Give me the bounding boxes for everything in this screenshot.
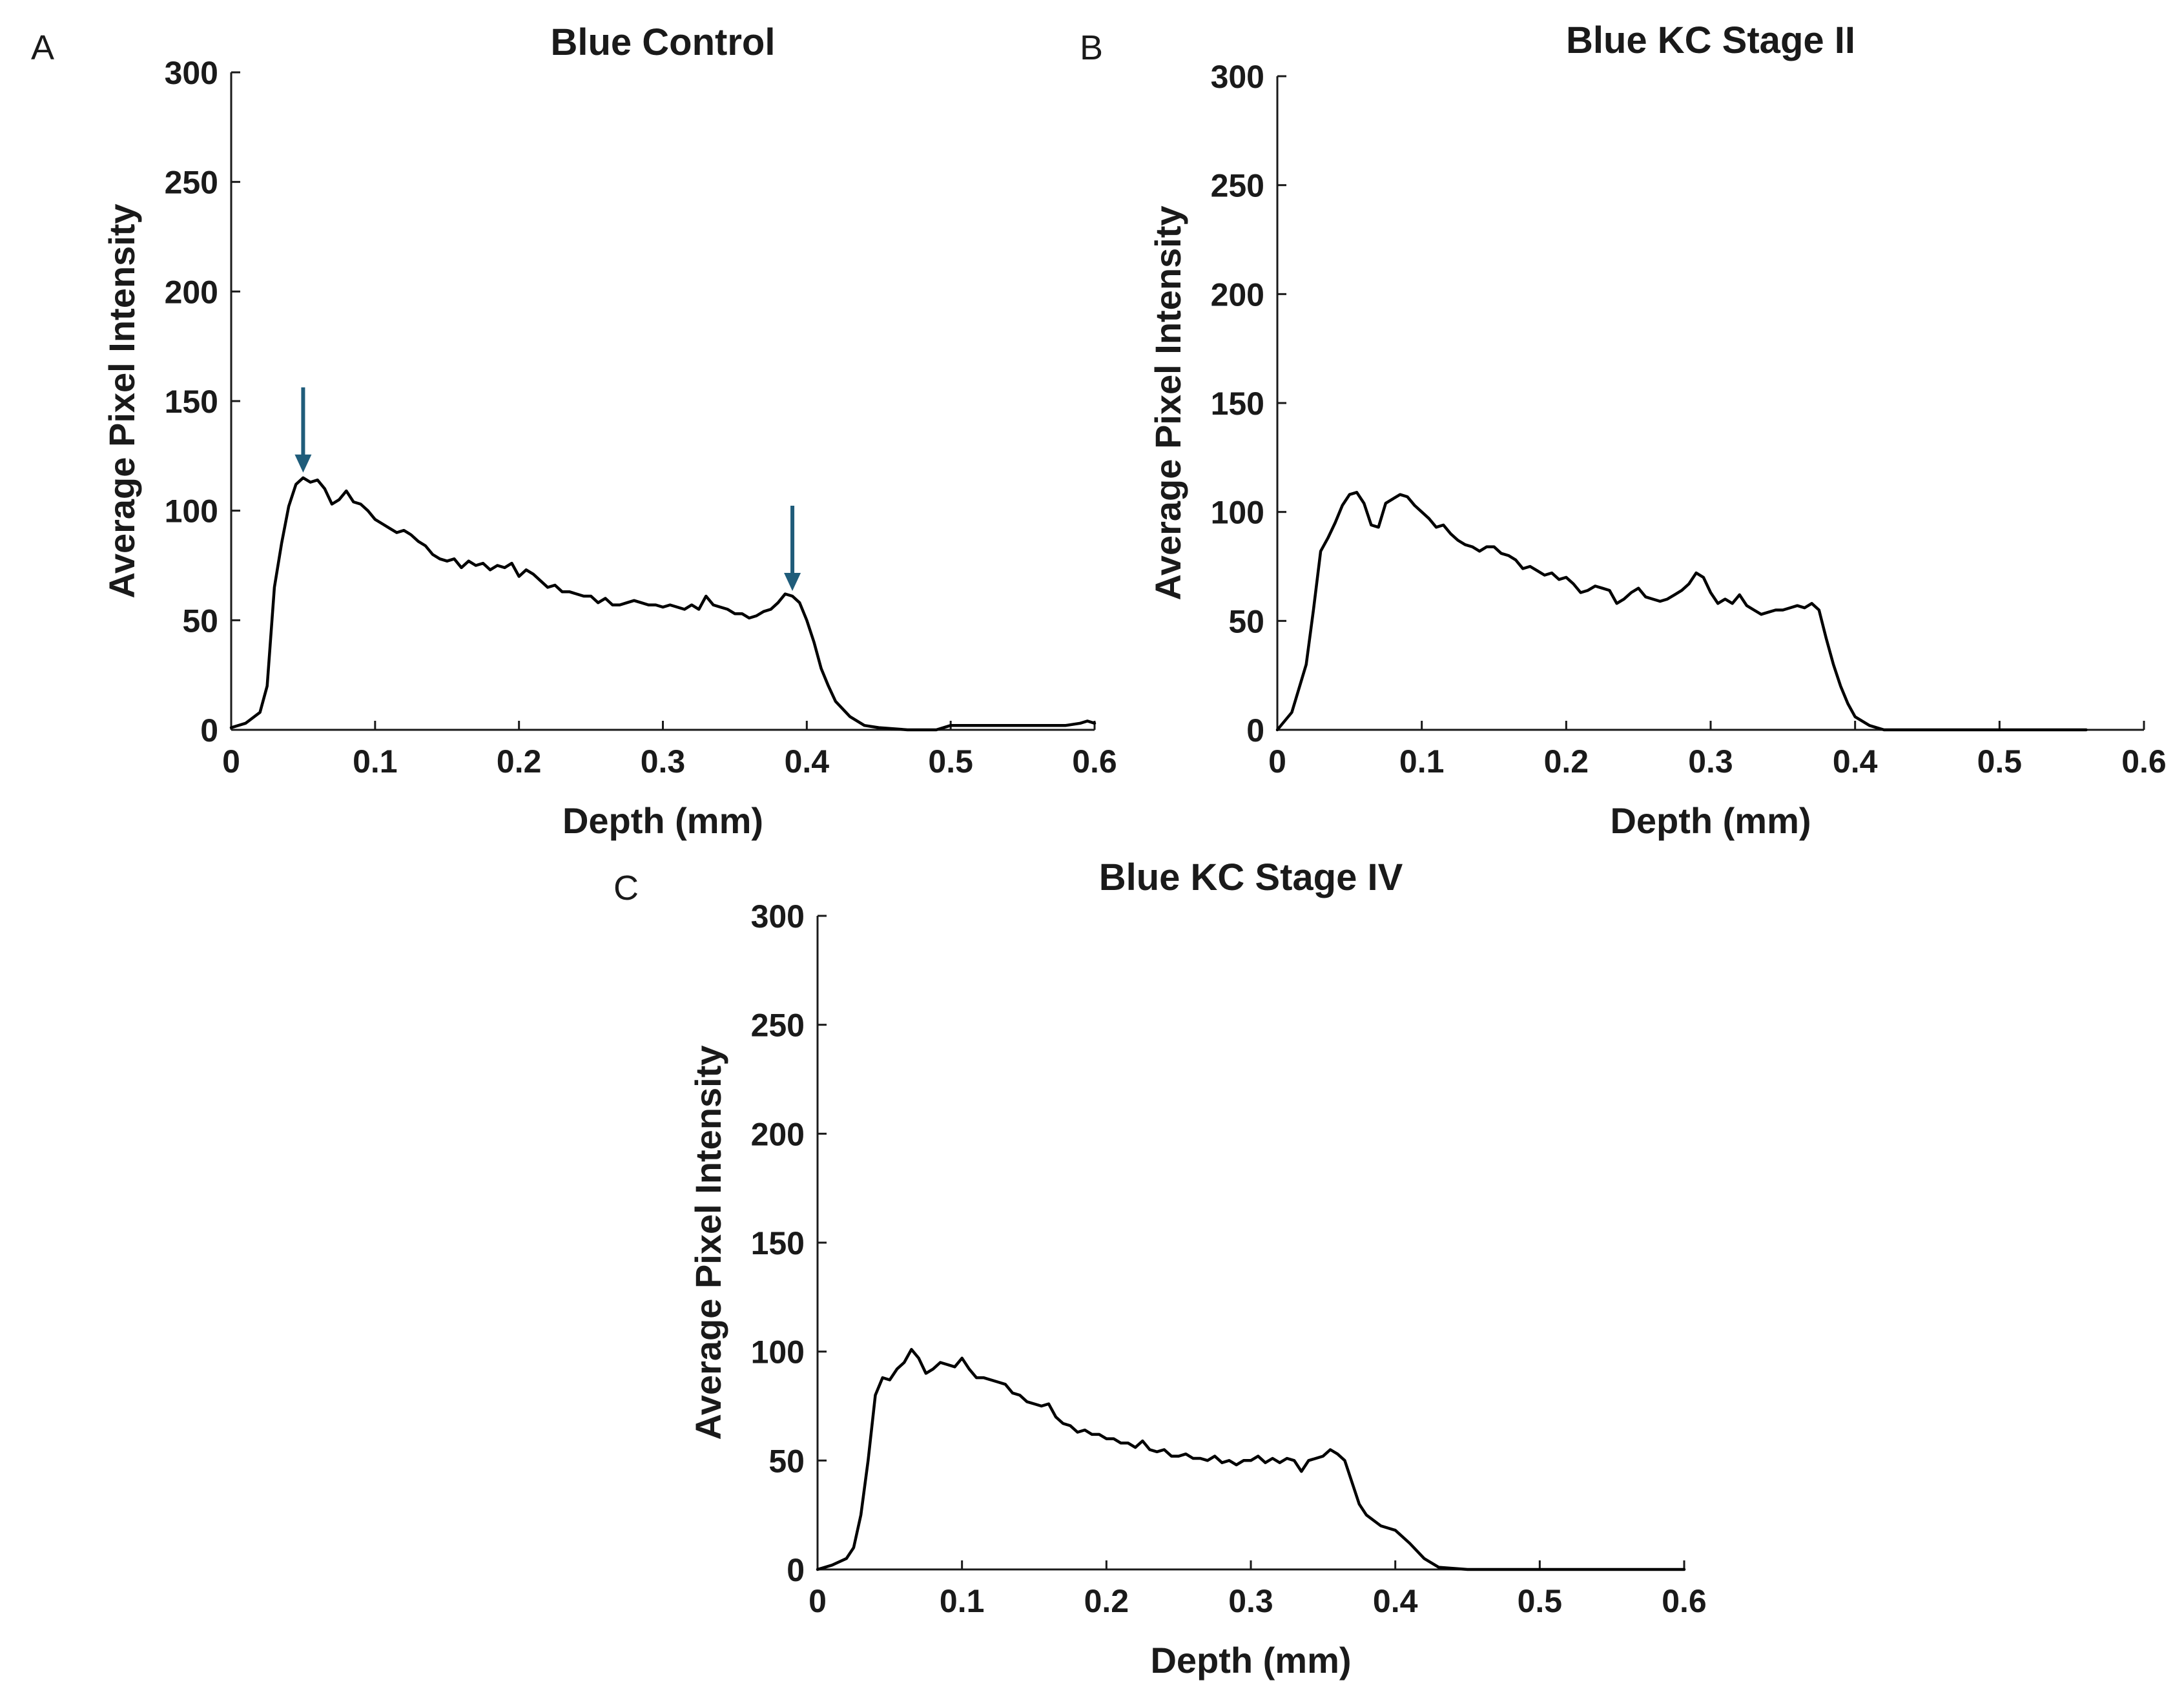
y-axis-label: Average Pixel Intensity xyxy=(101,203,142,598)
panel-letter: B xyxy=(1080,28,1103,67)
x-tick-label: 0.4 xyxy=(1373,1583,1418,1619)
y-tick-label: 50 xyxy=(1228,603,1264,639)
series-line xyxy=(229,476,1097,732)
chart-title: Blue Control xyxy=(551,21,776,63)
y-tick-label: 150 xyxy=(751,1225,805,1261)
x-tick-label: 0.5 xyxy=(1518,1583,1563,1619)
x-tick-label: 0.6 xyxy=(1072,743,1117,780)
annotation-arrow xyxy=(784,506,801,592)
x-tick-label: 0.3 xyxy=(1228,1583,1273,1619)
x-tick-label: 0.1 xyxy=(353,743,398,780)
x-tick-label: 0.3 xyxy=(641,743,686,780)
y-tick-label: 250 xyxy=(751,1008,805,1044)
y-tick-label: 0 xyxy=(1246,712,1264,749)
y-tick-label: 300 xyxy=(751,898,805,935)
y-tick-label: 250 xyxy=(1211,168,1264,204)
y-tick-label: 200 xyxy=(751,1116,805,1152)
x-tick-label: 0.2 xyxy=(1084,1583,1129,1619)
x-tick-label: 0.6 xyxy=(2121,743,2167,780)
x-axis-label: Depth (mm) xyxy=(1150,1640,1351,1681)
x-tick-label: 0.6 xyxy=(1662,1583,1707,1619)
y-tick-label: 100 xyxy=(165,493,218,530)
arrow-head xyxy=(294,454,312,473)
x-tick-label: 0.5 xyxy=(928,743,973,780)
y-tick-label: 50 xyxy=(768,1443,805,1479)
chart-panel-b: B Blue KC Stage II 0 0.1 0.2 0.3 0.4 0.5 0.6 0 50 1… xyxy=(1080,19,2167,841)
y-tick-label: 0 xyxy=(787,1552,805,1588)
y-tick-label: 200 xyxy=(1211,276,1264,313)
series-line xyxy=(816,1348,1686,1571)
x-tick-label: 0.5 xyxy=(1977,743,2023,780)
y-tick-label: 100 xyxy=(1211,495,1264,531)
annotation-arrow xyxy=(294,387,312,473)
y-tick-label: 300 xyxy=(1211,59,1264,95)
x-axis-label: Depth (mm) xyxy=(562,800,763,841)
x-tick-label: 0 xyxy=(809,1583,827,1619)
y-tick-label: 0 xyxy=(200,712,218,749)
x-tick-label: 0.3 xyxy=(1688,743,1733,780)
y-tick-label: 250 xyxy=(165,165,218,201)
y-tick-label: 100 xyxy=(751,1334,805,1371)
arrow-head xyxy=(784,573,801,592)
x-tick-label: 0.2 xyxy=(1544,743,1589,780)
x-axis-label: Depth (mm) xyxy=(1610,800,1811,841)
y-axis-label: Average Pixel Intensity xyxy=(688,1045,728,1440)
chart-title: Blue KC Stage IV xyxy=(1099,856,1403,898)
chart-title: Blue KC Stage II xyxy=(1566,19,1855,61)
chart-panel-c: C Blue KC Stage IV 0 0.1 0.2 0.3 0.4 0.5 0.6 0 50 1… xyxy=(613,856,1707,1681)
y-axis-label: Average Pixel Intensity xyxy=(1148,205,1188,600)
panel-letter: C xyxy=(613,869,639,907)
x-tick-label: 0 xyxy=(1268,743,1286,780)
x-tick-label: 0 xyxy=(222,743,240,780)
x-tick-label: 0.4 xyxy=(785,743,830,780)
panel-letter: A xyxy=(31,28,54,67)
series-line xyxy=(1275,491,2088,732)
x-tick-label: 0.2 xyxy=(497,743,542,780)
y-tick-label: 300 xyxy=(165,55,218,91)
x-tick-label: 0.1 xyxy=(940,1583,985,1619)
y-tick-label: 50 xyxy=(182,603,218,639)
y-tick-label: 150 xyxy=(165,384,218,420)
chart-panel-a: A Blue Control 0 0.1 0.2 0.3 0.4 0.5 0.6 0 50 100 15… xyxy=(31,21,1117,841)
y-tick-label: 150 xyxy=(1211,386,1264,422)
x-tick-label: 0.4 xyxy=(1833,743,1878,780)
x-tick-label: 0.1 xyxy=(1399,743,1445,780)
y-tick-label: 200 xyxy=(165,274,218,310)
